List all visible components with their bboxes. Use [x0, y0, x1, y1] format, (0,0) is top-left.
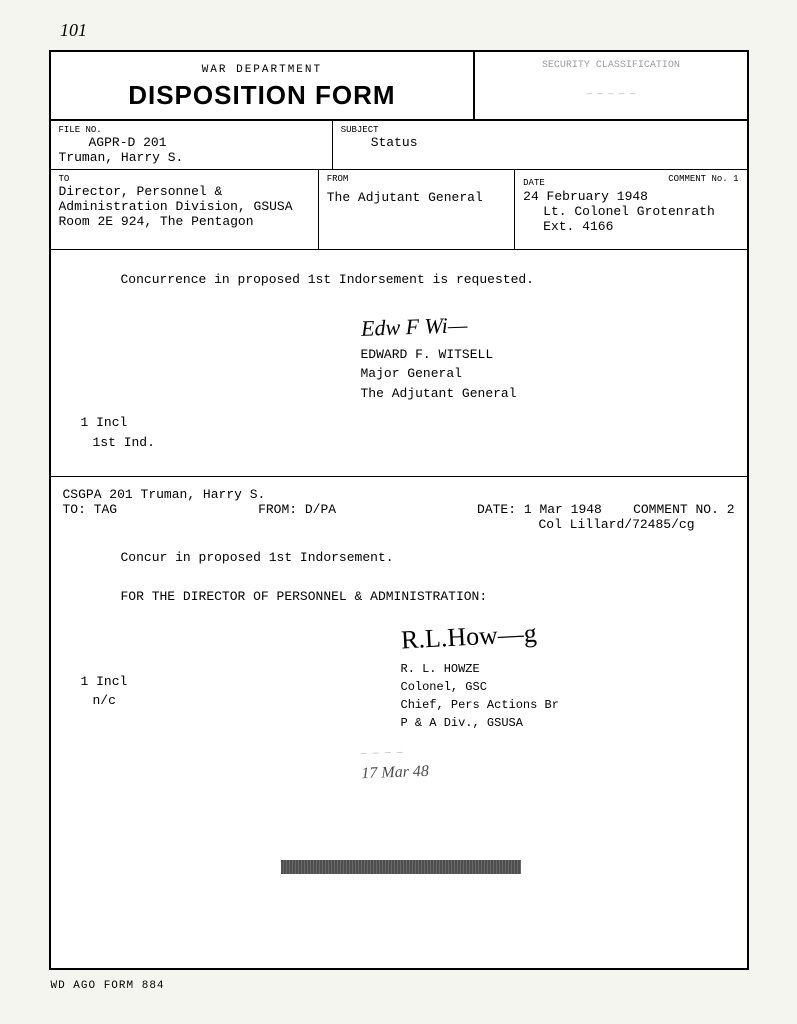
- signature-scribble-2: R.L.How—g: [400, 613, 538, 659]
- signer-rank-1: Major General: [361, 364, 717, 384]
- body-text-2: Concur in proposed 1st Indorsement.: [81, 548, 717, 568]
- incl2-line2: n/c: [81, 691, 717, 711]
- signer-title-2b: P & A Div., GSUSA: [401, 714, 717, 732]
- for-director-line: FOR THE DIRECTOR OF PERSONNEL & ADMINIST…: [81, 587, 717, 607]
- handwritten-page-number: 101: [60, 20, 87, 41]
- file-no-label: FILE No.: [59, 125, 324, 135]
- date-label: DATE: [523, 178, 545, 188]
- form-container: WAR DEPARTMENT DISPOSITION FORM SECURITY…: [49, 50, 749, 970]
- incl1-line2: 1st Ind.: [81, 433, 717, 453]
- incl-block-2: 1 Incl n/c: [81, 672, 717, 711]
- body-section-1: Concurrence in proposed 1st Indorsement …: [51, 250, 747, 472]
- form-title: DISPOSITION FORM: [71, 80, 454, 111]
- from-label: FROM: [327, 174, 506, 184]
- receipt-stamp: — — — — 17 Mar 48: [360, 734, 717, 785]
- incl1-line1: 1 Incl: [81, 413, 717, 433]
- signer-title-1: The Adjutant General: [361, 384, 717, 404]
- file-subject-row: FILE No. AGPR-D 201 Truman, Harry S. SUB…: [51, 121, 747, 170]
- classification-smudge: — — — — —: [485, 89, 736, 109]
- date-value: 24 February 1948: [523, 189, 738, 204]
- file-no-cell: FILE No. AGPR-D 201 Truman, Harry S.: [51, 121, 333, 169]
- to-cell: TO Director, Personnel & Administration …: [51, 170, 319, 249]
- header-row: WAR DEPARTMENT DISPOSITION FORM SECURITY…: [51, 52, 747, 121]
- file-line-2: CSGPA 201 Truman, Harry S.: [63, 487, 735, 502]
- classification-cell: SECURITY CLASSIFICATION — — — — —: [473, 52, 746, 119]
- from-value: The Adjutant General: [327, 184, 506, 205]
- comment-no-2: COMMENT NO. 2: [633, 502, 734, 517]
- signer-name-1: EDWARD F. WITSELL: [361, 345, 717, 365]
- subject-value: Status: [341, 135, 739, 150]
- redaction-bar: [281, 860, 521, 874]
- body-text-1: Concurrence in proposed 1st Indorsement …: [81, 270, 717, 290]
- from-2: FROM: D/PA: [258, 502, 336, 517]
- comment-no-1-label: COMMENT No. 1: [668, 174, 738, 184]
- section-divider: [51, 476, 747, 477]
- subject-cell: SUBJECT Status: [333, 121, 747, 169]
- incl-block-1: 1 Incl 1st Ind.: [81, 413, 717, 452]
- to-line3: Room 2E 924, The Pentagon: [59, 214, 310, 229]
- to-label: TO: [59, 174, 310, 184]
- form-footer-code: WD AGO FORM 884: [51, 980, 165, 992]
- classification-label: SECURITY CLASSIFICATION: [542, 60, 680, 71]
- to-line1: Director, Personnel &: [59, 184, 310, 199]
- to-2: TO: TAG: [63, 502, 118, 517]
- routing-row-2: CSGPA 201 Truman, Harry S. TO: TAG FROM:…: [51, 481, 747, 538]
- signature-scribble-1: Edw F Wi—: [360, 308, 467, 345]
- routing-row-1: TO Director, Personnel & Administration …: [51, 170, 747, 250]
- subject-label: SUBJECT: [341, 125, 739, 135]
- incl2-line1: 1 Incl: [81, 672, 717, 692]
- signature-block-1: Edw F Wi— EDWARD F. WITSELL Major Genera…: [361, 310, 717, 404]
- from-cell: FROM The Adjutant General: [319, 170, 515, 249]
- officer-name-1: Lt. Colonel Grotenrath: [523, 204, 738, 219]
- department-label: WAR DEPARTMENT: [71, 64, 454, 76]
- file-subject-name: Truman, Harry S.: [59, 150, 324, 165]
- body-section-2: Concur in proposed 1st Indorsement. FOR …: [51, 538, 747, 900]
- officer-ext-1: Ext. 4166: [523, 219, 738, 234]
- header-title-cell: WAR DEPARTMENT DISPOSITION FORM: [51, 52, 474, 119]
- to-line2: Administration Division, GSUSA: [59, 199, 310, 214]
- date-2: DATE: 1 Mar 1948: [477, 502, 602, 517]
- date-cell: DATE COMMENT No. 1 24 February 1948 Lt. …: [515, 170, 746, 249]
- file-no-value: AGPR-D 201: [59, 135, 324, 150]
- officer-2: Col Lillard/72485/cg: [63, 517, 735, 532]
